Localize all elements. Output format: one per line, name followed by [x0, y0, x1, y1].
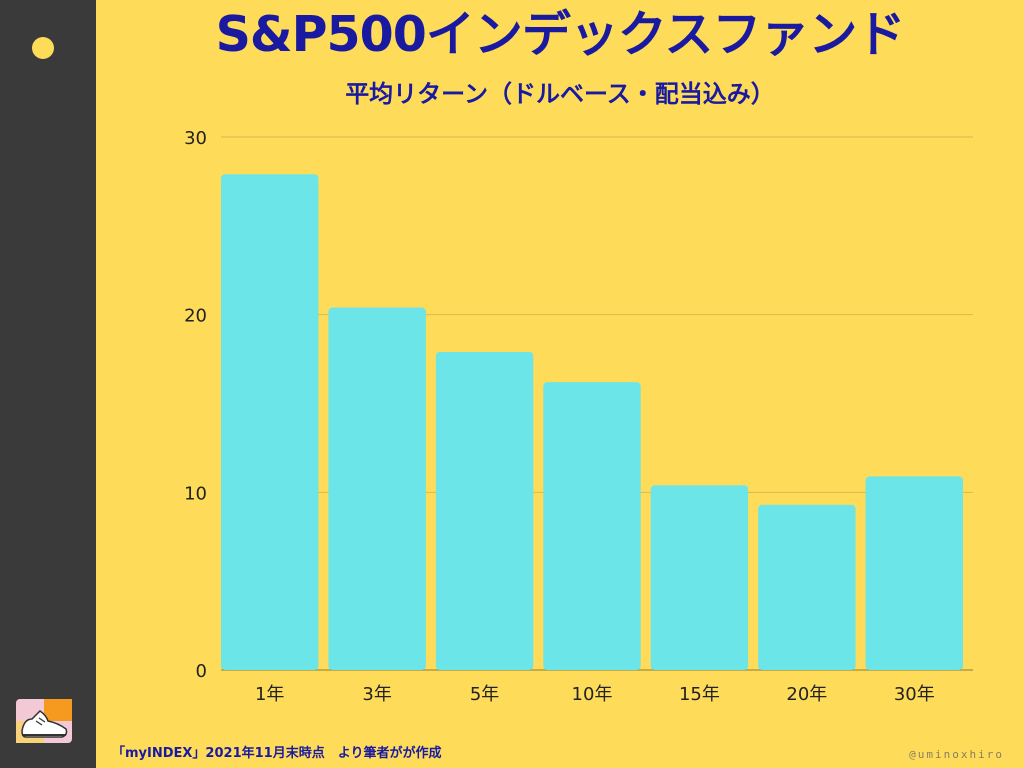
y-tick-label: 20	[184, 306, 207, 327]
y-tick-label: 0	[196, 661, 207, 682]
x-tick-label: 10年	[572, 684, 613, 705]
bar	[650, 485, 749, 670]
bar	[328, 307, 426, 670]
y-tick-label: 30	[184, 128, 207, 149]
x-tick-label: 1年	[255, 684, 284, 705]
bar	[435, 351, 534, 670]
y-tick-label: 10	[184, 483, 207, 504]
x-tick-label: 5年	[470, 684, 499, 705]
yellow-dot-icon	[32, 37, 54, 59]
sneaker-logo-icon	[16, 699, 72, 743]
page-subtitle: 平均リターン（ドルベース・配当込み）	[345, 80, 775, 108]
bar	[758, 504, 856, 670]
x-tick-label: 3年	[362, 684, 391, 705]
x-tick-label: 15年	[679, 684, 720, 705]
bar	[865, 476, 963, 670]
x-tick-label: 30年	[894, 684, 935, 705]
page-title: S&P500インデックスファンド	[215, 6, 906, 63]
source-note: 「myINDEX」2021年11月末時点 より筆者がが作成	[112, 746, 442, 761]
author-handle: @uminoxhiro	[909, 748, 1004, 761]
x-tick-label: 20年	[786, 684, 827, 705]
bar	[543, 382, 641, 670]
sidebar	[0, 0, 96, 768]
bar	[221, 174, 319, 670]
